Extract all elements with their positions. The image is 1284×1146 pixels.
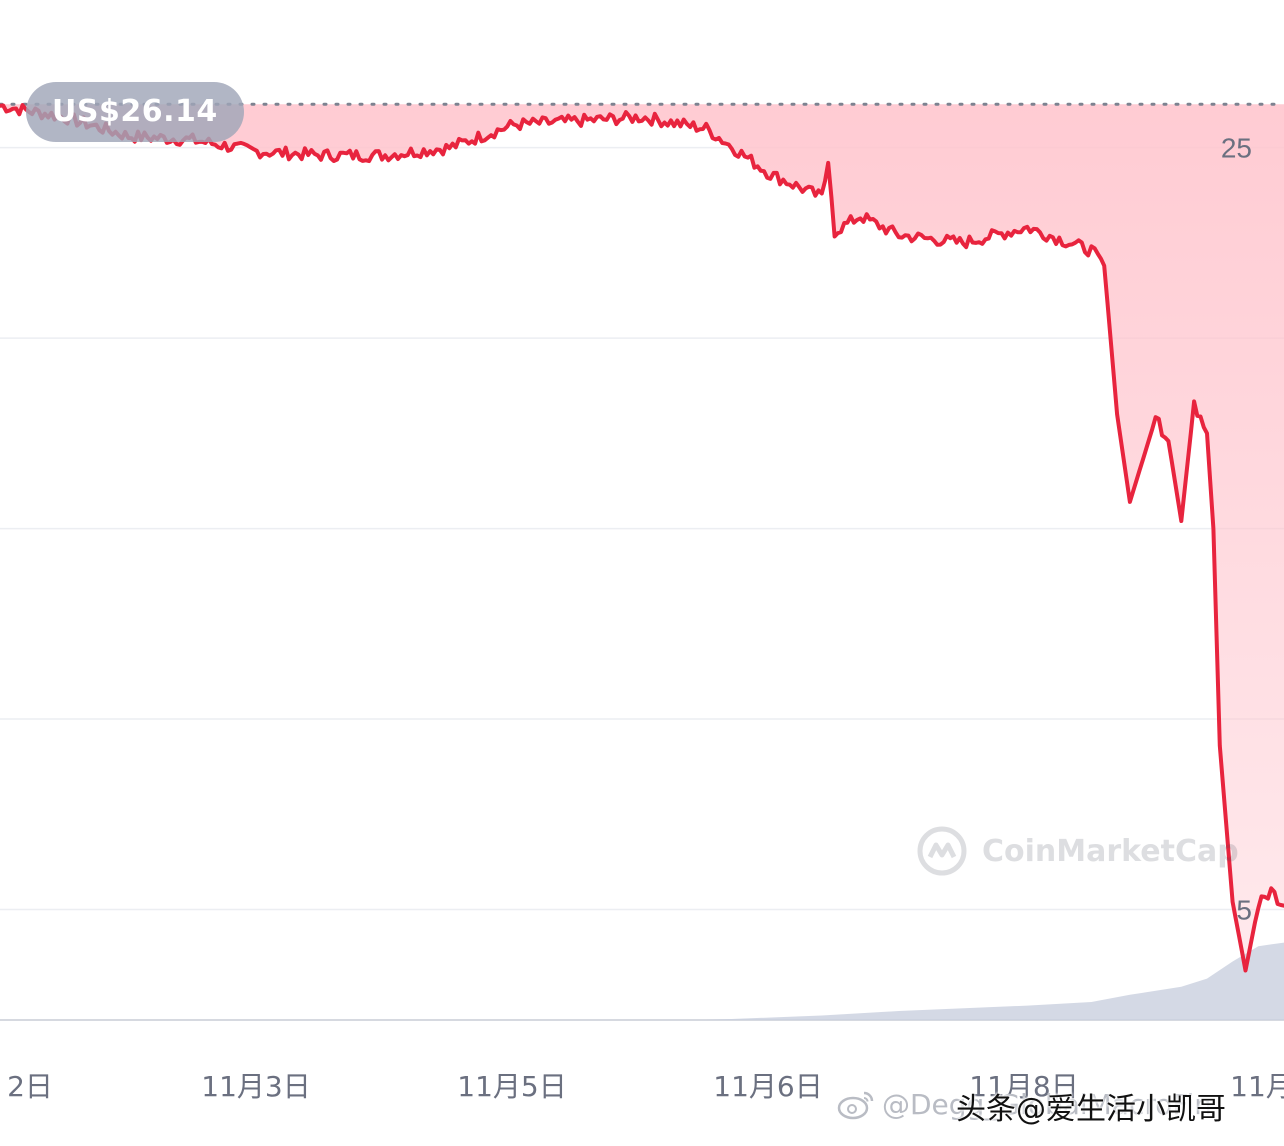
x-tick-label: 2日 (7, 1070, 53, 1103)
weibo-logo-icon (837, 1091, 874, 1119)
weibo-handle: @Degg_GlobalMacroFin (882, 1088, 1212, 1121)
x-tick-label: 11月3日 (201, 1070, 310, 1103)
x-tick-label: 11月8日 (969, 1070, 1078, 1103)
y-axis-labels: 5 25 (1221, 133, 1252, 926)
weibo-watermark: @Degg_GlobalMacroFin (836, 1088, 1212, 1121)
coinmarketcap-watermark: CoinMarketCap (916, 822, 1239, 880)
coinmarketcap-logo-icon (917, 826, 967, 876)
toutiao-credit: 头条@爱生活小凯哥 (956, 1092, 1226, 1127)
x-axis-labels: 2日 11月3日 11月5日 11月6日 11月8日 11月 (7, 1070, 1284, 1103)
volume-area (0, 942, 1284, 1020)
grid-lines (0, 146, 1284, 1021)
volume-bars (0, 942, 1284, 1020)
x-tick-label: 11月5日 (457, 1070, 566, 1103)
y-tick-label: 25 (1221, 133, 1252, 164)
current-price-badge: US$26.14 (26, 82, 244, 142)
y-tick-label: 5 (1236, 895, 1252, 926)
watermark-brand-text: CoinMarketCap (982, 833, 1239, 869)
price-area-fill (0, 104, 1284, 971)
x-tick-label: 11月 (1230, 1070, 1284, 1103)
price-line (0, 103, 1284, 973)
x-tick-label: 11月6日 (713, 1070, 822, 1103)
